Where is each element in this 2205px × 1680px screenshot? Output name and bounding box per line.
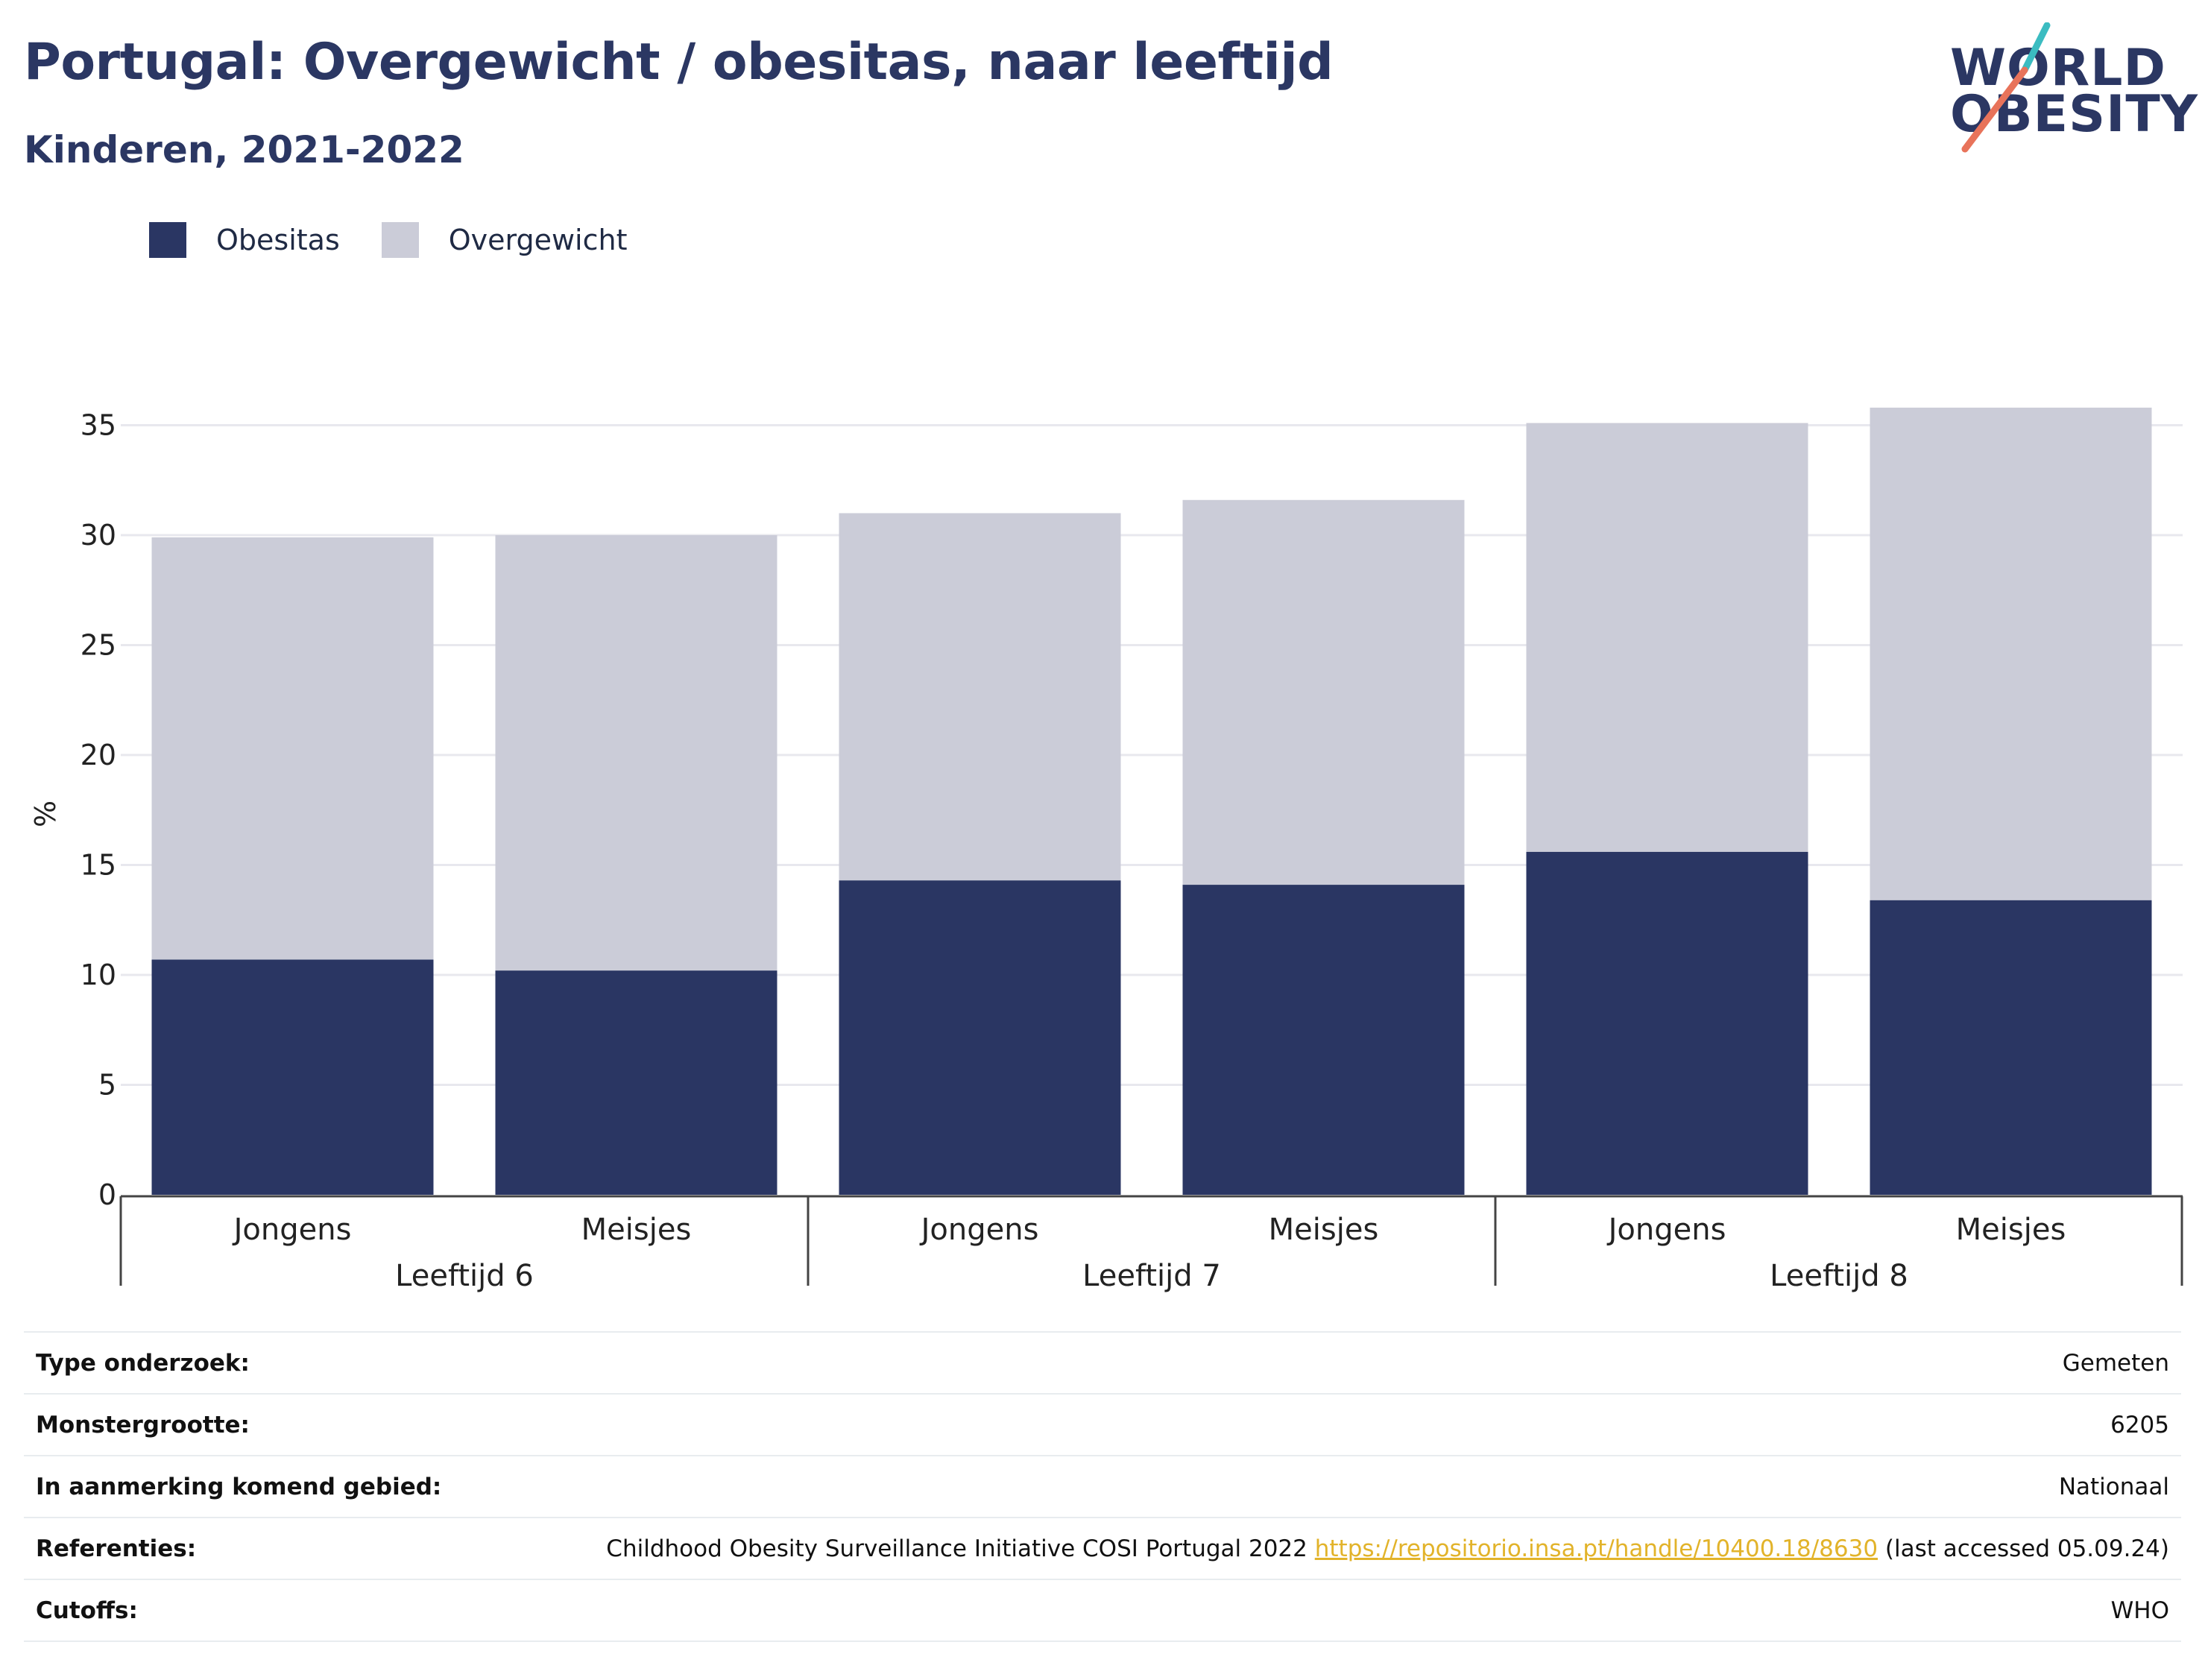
legend-label-obesitas: Obesitas bbox=[216, 224, 340, 256]
legend-item-overgewicht[interactable]: Overgewicht bbox=[381, 222, 628, 258]
y-tick-label-10: 10 bbox=[81, 959, 116, 991]
x-tick-label-2: Meisjes bbox=[581, 1213, 692, 1247]
info-label: Type onderzoek: bbox=[36, 1349, 250, 1377]
y-tick-label-5: 5 bbox=[98, 1069, 116, 1102]
bar-overgewicht-5 bbox=[1526, 423, 1808, 852]
info-label: In aanmerking komend gebied: bbox=[36, 1473, 442, 1500]
info-value-text: WHO bbox=[2110, 1597, 2169, 1624]
group-label-3: Leeftijd 8 bbox=[1770, 1259, 1908, 1293]
info-label: Cutoffs: bbox=[36, 1597, 138, 1624]
y-tick-label-15: 15 bbox=[81, 849, 116, 882]
chart-legend: Obesitas Overgewicht bbox=[149, 222, 669, 258]
info-row: In aanmerking komend gebied: Nationaal bbox=[24, 1456, 2181, 1518]
stacked-bar-chart: 0 5 10 15 20 25 30 35% Jongens Meisjes Jongens Meis… bbox=[29, 407, 2183, 1293]
y-axis-label: % bbox=[29, 800, 62, 827]
info-value: Childhood Obesity Surveillance Initiativ… bbox=[606, 1535, 2169, 1562]
bar-obesitas-4 bbox=[1182, 885, 1465, 1195]
world-obesity-logo: WORLD OBESITY bbox=[1938, 22, 2198, 157]
x-tick-label-4: Meisjes bbox=[1269, 1213, 1379, 1247]
bar-obesitas-5 bbox=[1526, 851, 1808, 1195]
legend-swatch-obesitas bbox=[149, 222, 186, 258]
info-row: Referenties: Childhood Obesity Surveillan… bbox=[24, 1518, 2181, 1580]
legend-label-overgewicht: Overgewicht bbox=[448, 224, 628, 256]
chart-subtitle: Kinderen, 2021-2022 bbox=[24, 128, 464, 171]
info-value: Nationaal bbox=[2059, 1474, 2169, 1500]
info-value-text: Childhood Obesity Surveillance Initiativ… bbox=[606, 1535, 1307, 1562]
y-tick-label-35: 35 bbox=[81, 409, 116, 442]
logo-line-1: WORLD bbox=[1950, 39, 2166, 98]
y-tick-label-25: 25 bbox=[81, 629, 116, 662]
info-value-text: Nationaal bbox=[2058, 1473, 2169, 1500]
x-tick-label-3: Jongens bbox=[919, 1213, 1039, 1247]
bar-overgewicht-1 bbox=[151, 537, 434, 960]
info-value: 6205 bbox=[2110, 1412, 2169, 1439]
bar-obesitas-2 bbox=[495, 970, 777, 1195]
info-row: Cutoffs: WHO bbox=[24, 1580, 2181, 1642]
info-value-suffix: (last accessed 05.09.24) bbox=[1884, 1535, 2169, 1562]
bar-obesitas-1 bbox=[151, 959, 434, 1195]
group-label-1: Leeftijd 6 bbox=[395, 1259, 534, 1293]
bar-overgewicht-4 bbox=[1182, 499, 1465, 885]
bar-obesitas-3 bbox=[839, 880, 1121, 1195]
x-tick-label-5: Jongens bbox=[1606, 1213, 1726, 1247]
info-label: Referenties: bbox=[36, 1535, 197, 1562]
y-tick-label-0: 0 bbox=[98, 1178, 116, 1211]
bar-overgewicht-3 bbox=[839, 513, 1121, 881]
info-value-text: Gemeten bbox=[2062, 1349, 2169, 1377]
bar-obesitas-6 bbox=[1870, 900, 2152, 1195]
info-label: Monstergrootte: bbox=[36, 1411, 250, 1439]
bar-overgewicht-6 bbox=[1870, 407, 2152, 900]
y-tick-label-20: 20 bbox=[81, 739, 116, 771]
info-value: WHO bbox=[2111, 1597, 2169, 1624]
reference-link[interactable]: https://repositorio.insa.pt/handle/10400… bbox=[1314, 1535, 1878, 1562]
info-row: Type onderzoek: Gemeten bbox=[24, 1333, 2181, 1395]
x-tick-label-1: Jongens bbox=[232, 1213, 352, 1247]
info-value: Gemeten bbox=[2063, 1350, 2169, 1377]
logo-slash-icon bbox=[1961, 22, 2051, 153]
info-value-text: 6205 bbox=[2110, 1411, 2169, 1439]
legend-item-obesitas[interactable]: Obesitas bbox=[149, 222, 340, 258]
group-label-2: Leeftijd 7 bbox=[1082, 1259, 1221, 1293]
legend-swatch-overgewicht bbox=[381, 222, 419, 258]
y-tick-label-30: 30 bbox=[81, 519, 116, 552]
x-tick-label-6: Meisjes bbox=[1956, 1213, 2066, 1247]
info-table: Type onderzoek: Gemeten Monstergrootte: 620… bbox=[24, 1331, 2181, 1642]
bar-overgewicht-2 bbox=[495, 535, 777, 971]
info-row: Monstergrootte: 6205 bbox=[24, 1395, 2181, 1456]
chart-title: Portugal: Overgewicht / obesitas, naar l… bbox=[24, 33, 1334, 92]
